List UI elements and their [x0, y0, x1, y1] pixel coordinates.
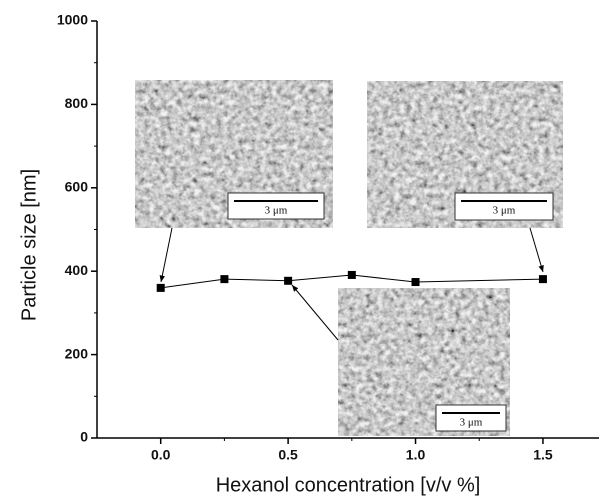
- x-tick-label: 0.0: [151, 447, 171, 463]
- y-tick-label: 0: [80, 429, 88, 445]
- y-tick-label: 400: [65, 262, 89, 278]
- chart: Hexanol concentration [v/v %] Particle s…: [0, 0, 599, 498]
- y-tick-label: 600: [65, 179, 89, 195]
- scale-label: 3 μm: [265, 205, 288, 217]
- y-tick-label: 200: [65, 345, 89, 361]
- data-point: [348, 271, 356, 279]
- arrow: [530, 228, 543, 272]
- scale-label: 3 μm: [460, 417, 483, 429]
- y-tick-label: 1000: [57, 12, 88, 28]
- arrow-head: [539, 265, 544, 272]
- scale-label: 3 μm: [493, 205, 516, 217]
- data-point: [284, 277, 292, 285]
- data-point: [412, 278, 420, 286]
- x-axis-title: Hexanol concentration [v/v %]: [216, 474, 481, 496]
- x-tick-label: 1.5: [533, 447, 553, 463]
- data-point: [220, 275, 228, 283]
- arrow: [161, 228, 172, 282]
- arrow: [292, 285, 338, 340]
- y-tick-label: 800: [65, 95, 89, 111]
- data-point: [157, 284, 165, 292]
- x-tick-label: 1.0: [406, 447, 426, 463]
- x-tick-label: 0.5: [278, 447, 298, 463]
- arrow-head: [160, 275, 165, 282]
- data-point: [539, 275, 547, 283]
- y-axis-title: Particle size [nm]: [18, 169, 40, 321]
